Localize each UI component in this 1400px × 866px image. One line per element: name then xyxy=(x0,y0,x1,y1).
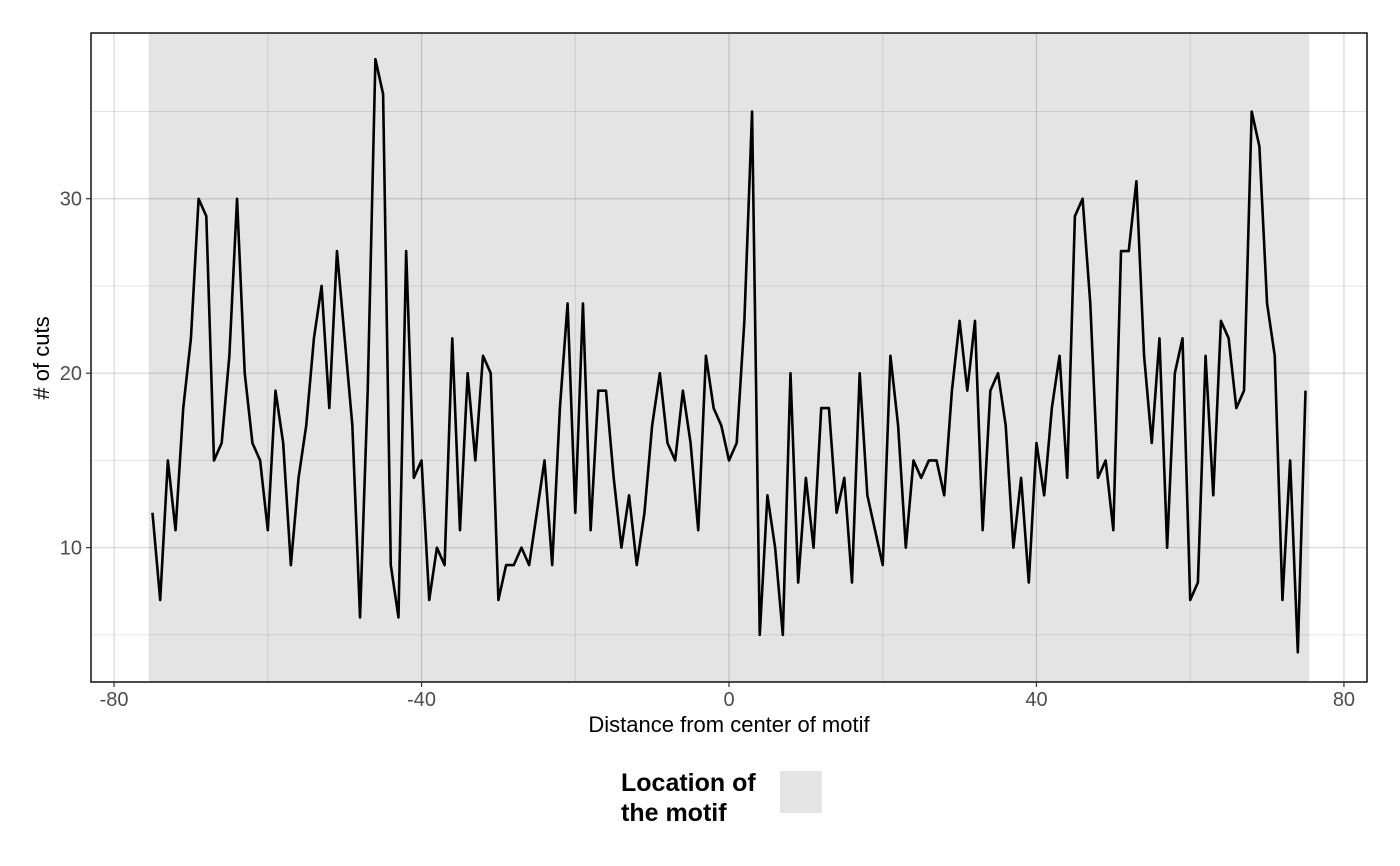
x-axis: -80 -40 0 40 80 xyxy=(100,682,1355,711)
x-tick-label: 80 xyxy=(1333,689,1355,711)
y-axis-title: # of cuts xyxy=(29,316,54,399)
x-tick-label: 40 xyxy=(1025,689,1047,711)
legend: Location of the motif xyxy=(621,769,822,827)
legend-swatch xyxy=(780,771,822,813)
x-tick-label: -80 xyxy=(100,689,129,711)
grid-major xyxy=(91,33,1367,682)
y-tick-label: 20 xyxy=(60,363,82,385)
x-tick-label: -40 xyxy=(407,689,436,711)
x-tick-label: 0 xyxy=(723,689,734,711)
x-axis-title: Distance from center of motif xyxy=(588,712,870,737)
y-axis: 10 20 30 xyxy=(60,189,91,560)
y-tick-label: 10 xyxy=(60,538,82,560)
series-line xyxy=(151,57,1307,654)
legend-title-line-2: the motif xyxy=(621,799,727,827)
y-tick-label: 30 xyxy=(60,189,82,211)
motif-region xyxy=(148,33,1310,682)
legend-title-line-1: Location of xyxy=(621,769,756,797)
